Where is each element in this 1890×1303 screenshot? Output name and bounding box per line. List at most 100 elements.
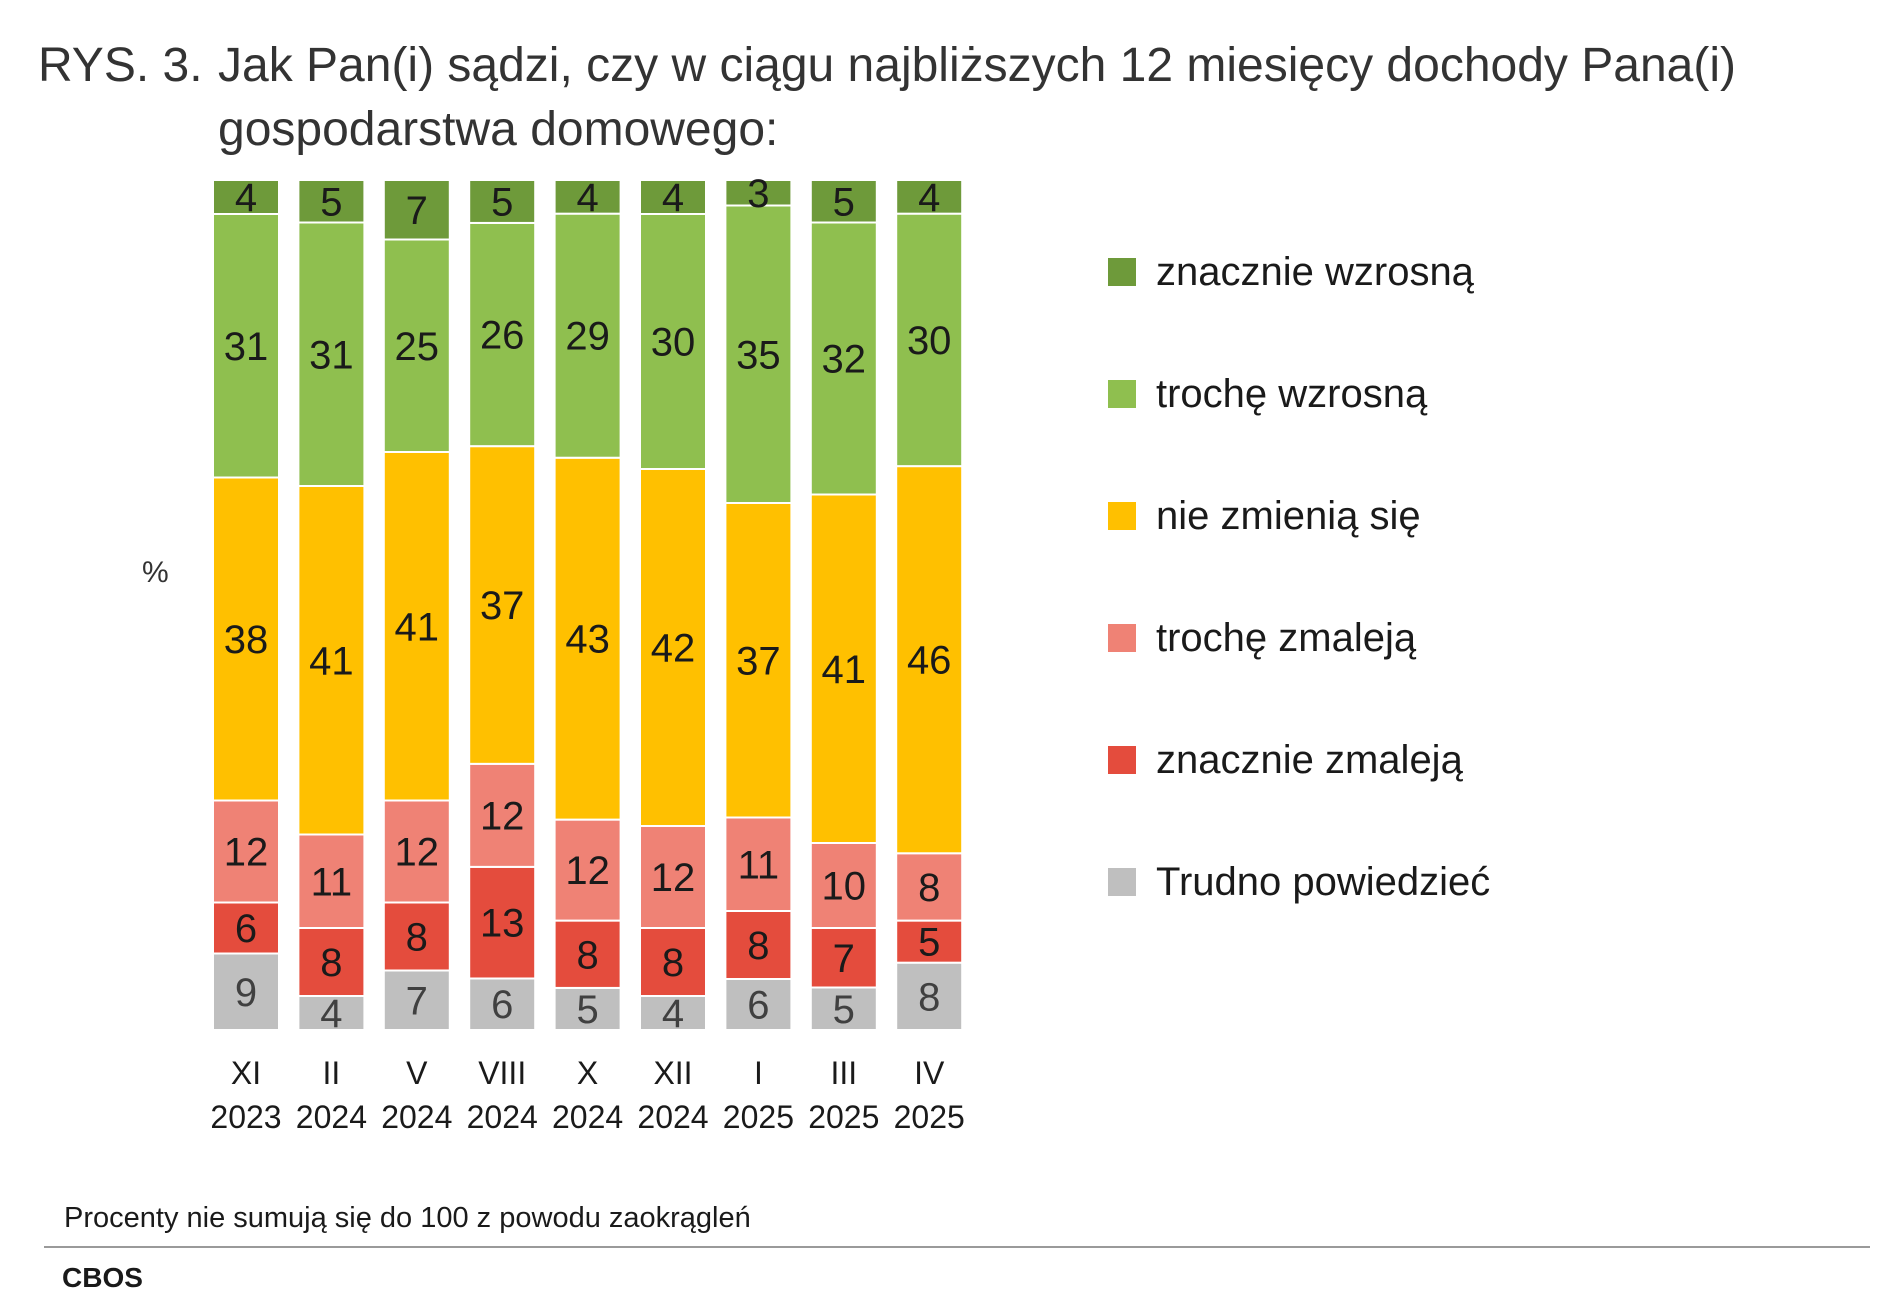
bar-segment-7-0 [809, 986, 878, 1031]
data-label-7-5: 5 [833, 180, 855, 224]
bar-segment-8-4 [895, 212, 964, 468]
bar-segment-7-1 [809, 927, 878, 989]
footnote: Procenty nie sumują się do 100 z powodu … [64, 1202, 751, 1234]
data-label-6-1: 8 [747, 924, 769, 968]
data-label-1-5: 5 [320, 180, 342, 224]
legend-label: nie zmienią się [1156, 494, 1421, 538]
bar-segment-6-0 [724, 978, 793, 1031]
bar-segment-0-4 [212, 213, 280, 479]
bar-segment-3-2 [468, 762, 537, 868]
data-label-5-3: 42 [651, 627, 696, 671]
source-label: CBOS [62, 1262, 143, 1293]
x-tick-label-1-line2: 2024 [296, 1099, 367, 1135]
legend-swatch [1108, 258, 1136, 286]
data-label-0-3: 38 [224, 618, 269, 662]
x-tick-label-0-line2: 2023 [210, 1099, 281, 1135]
legend-swatch [1108, 624, 1136, 652]
legend-label: znacznie wzrosną [1156, 250, 1474, 294]
bar-segment-6-2 [724, 816, 793, 912]
data-label-1-2: 11 [311, 860, 353, 904]
data-label-0-1: 6 [235, 907, 257, 951]
data-label-8-2: 8 [918, 866, 940, 910]
x-tick-label-4-line1: X [577, 1055, 598, 1091]
data-label-3-3: 37 [480, 584, 525, 628]
bar-segment-8-5 [895, 179, 964, 215]
bar-segment-1-1 [297, 927, 366, 997]
bar-segment-1-3 [297, 485, 366, 836]
bar-segment-4-3 [553, 456, 622, 821]
data-label-5-2: 12 [651, 856, 696, 900]
data-label-8-0: 8 [918, 975, 940, 1019]
bar-segment-7-4 [809, 221, 878, 496]
data-label-1-1: 8 [320, 941, 342, 985]
x-tick-label-5-line1: XII [653, 1055, 692, 1091]
title-line-1: Jak Pan(i) sądzi, czy w ciągu najbliższy… [218, 39, 1736, 92]
data-label-3-4: 26 [480, 314, 525, 358]
x-tick-label-1-line1: II [323, 1055, 341, 1091]
divider [44, 1246, 1870, 1248]
legend-label: Trudno powiedzieć [1156, 860, 1491, 904]
stacked-bar-chart: 961238314XI2023481141315II2024781241257V… [210, 172, 965, 1135]
data-label-8-4: 30 [907, 319, 952, 363]
bar-segment-6-4 [724, 204, 793, 504]
bar-segment-7-2 [809, 842, 878, 929]
bar-segment-1-5 [297, 179, 366, 224]
data-label-5-1: 8 [662, 941, 684, 985]
x-tick-label-3-line1: VIII [478, 1055, 526, 1091]
data-label-1-4: 31 [309, 333, 354, 377]
data-label-7-2: 10 [822, 865, 867, 909]
data-label-4-3: 43 [565, 618, 610, 662]
legend-swatch [1108, 868, 1136, 896]
bar-segment-5-3 [639, 468, 707, 827]
title-line-2: gospodarstwa domowego: [218, 103, 779, 156]
data-label-1-0: 4 [320, 992, 342, 1036]
data-label-5-4: 30 [651, 321, 696, 365]
bar-segment-6-3 [724, 502, 793, 819]
data-label-6-3: 37 [736, 639, 781, 683]
data-label-0-4: 31 [224, 325, 269, 369]
data-label-3-2: 12 [480, 794, 525, 838]
data-label-3-0: 6 [491, 983, 513, 1027]
data-label-4-5: 4 [576, 176, 598, 220]
bar-segment-2-2 [382, 799, 451, 904]
x-tick-label-2-line2: 2024 [381, 1099, 452, 1135]
data-label-2-2: 12 [395, 831, 440, 875]
data-label-0-5: 4 [235, 176, 257, 220]
x-tick-label-2-line1: V [406, 1055, 428, 1091]
x-tick-label-7-line2: 2025 [808, 1099, 879, 1135]
data-label-5-0: 4 [662, 992, 684, 1036]
bar-segment-4-5 [553, 179, 622, 215]
bar-segment-1-4 [297, 221, 366, 487]
data-label-2-1: 8 [406, 916, 428, 960]
bar-segment-4-0 [553, 986, 622, 1031]
bar-segment-3-3 [468, 445, 537, 765]
bar-segment-5-1 [639, 927, 707, 997]
bar-segment-1-0 [297, 995, 366, 1031]
bar-segment-2-4 [382, 238, 451, 453]
data-label-3-5: 5 [491, 180, 513, 224]
data-label-8-3: 46 [907, 639, 952, 683]
bar-segment-3-0 [468, 977, 537, 1032]
data-label-3-1: 13 [480, 902, 525, 946]
legend-swatch [1108, 746, 1136, 774]
data-label-6-5: 3 [747, 172, 769, 216]
x-tick-label-5-line2: 2024 [637, 1099, 708, 1135]
x-tick-label-6-line1: I [754, 1055, 763, 1091]
data-label-2-0: 7 [406, 979, 428, 1023]
data-label-2-4: 25 [395, 325, 440, 369]
data-label-4-2: 12 [565, 849, 610, 893]
data-label-8-5: 4 [918, 176, 940, 220]
data-label-2-5: 7 [406, 189, 428, 233]
bar-segment-6-1 [724, 910, 793, 980]
data-label-4-4: 29 [565, 315, 610, 359]
x-tick-label-8-line2: 2025 [894, 1099, 965, 1135]
x-tick-label-0-line1: XI [231, 1055, 261, 1091]
y-axis-label: % [142, 556, 169, 589]
bar-segment-5-5 [639, 179, 707, 215]
data-label-4-1: 8 [576, 933, 598, 977]
bar-segment-3-5 [468, 179, 537, 224]
bar-segment-2-0 [382, 969, 451, 1031]
data-label-7-0: 5 [833, 988, 855, 1032]
chart-title: RYS. 3. Jak Pan(i) sądzi, czy w ciągu naj… [38, 34, 1878, 162]
x-tick-label-7-line1: III [830, 1055, 857, 1091]
